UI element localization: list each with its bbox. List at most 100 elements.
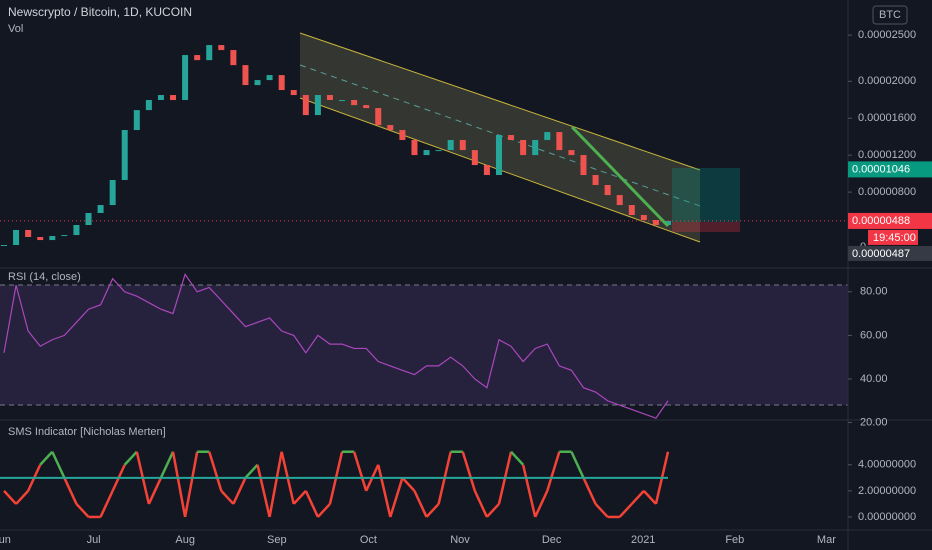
sms-segment (232, 477, 247, 505)
sms-segment (582, 477, 597, 505)
sms-segment (292, 490, 307, 505)
candle (121, 130, 128, 181)
candle (616, 195, 623, 206)
sms-segment (183, 451, 199, 518)
candle (520, 140, 527, 156)
sms-segment (485, 503, 500, 518)
x-tick-label: Nov (450, 534, 470, 546)
candle (532, 140, 539, 156)
sms-segment (3, 490, 17, 505)
candle (194, 55, 201, 61)
candle (230, 50, 237, 66)
stop-zone (672, 222, 740, 232)
sms-segment (594, 503, 609, 518)
sms-segment (316, 503, 331, 518)
sms-segment (268, 451, 283, 518)
y-tick-label: 0.00002500 (858, 29, 916, 41)
sms-segment (244, 463, 259, 479)
candle (170, 95, 177, 101)
candle (49, 235, 56, 241)
candle (544, 132, 551, 141)
sms-segment (473, 490, 489, 518)
candle (278, 75, 285, 91)
x-tick-label: Jul (87, 534, 101, 546)
sms-tick-label: 2.00000000 (858, 485, 916, 497)
countdown: 19:45:00 (873, 232, 916, 244)
candle (423, 150, 430, 156)
sms-segment (413, 490, 428, 518)
candle (206, 45, 213, 61)
sms-segment (75, 503, 90, 518)
candle (25, 229, 32, 237)
sms-segment (630, 490, 645, 505)
candle (182, 55, 189, 101)
x-tick-label: Feb (725, 534, 744, 546)
x-tick-label: Mar (817, 534, 836, 546)
x-tick-label: Jun (0, 534, 11, 546)
candle (411, 140, 418, 156)
candle (495, 135, 502, 176)
candle (652, 220, 659, 225)
sms-segment (171, 451, 187, 518)
sms-segment (39, 450, 54, 466)
sms-segment (401, 476, 416, 492)
candle (640, 215, 647, 221)
sms-segment (147, 477, 163, 505)
sms-segment (425, 503, 440, 518)
candle (399, 130, 406, 141)
sms-segment (521, 464, 537, 518)
candle (37, 236, 44, 241)
x-tick-label: 2021 (631, 534, 655, 546)
candle (254, 80, 261, 86)
currency-button[interactable] (872, 5, 908, 25)
sms-segment (534, 490, 549, 518)
target-zone (672, 168, 740, 222)
sms-segment (377, 464, 392, 518)
sms-segment (510, 450, 525, 466)
candle (592, 175, 599, 185)
candle (580, 155, 587, 176)
candle (483, 165, 490, 176)
candle (1, 245, 7, 247)
sms-title: SMS Indicator [Nicholas Merten] (8, 426, 166, 438)
candle (73, 224, 80, 236)
rsi-tick-label: 40.00 (860, 373, 888, 385)
candle (133, 110, 140, 131)
sms-segment (256, 464, 271, 518)
candle (157, 95, 164, 101)
sms-segment (220, 490, 235, 505)
rsi-tick-label: 80.00 (860, 286, 888, 298)
sms-tick-label: 4.00000000 (858, 459, 916, 471)
y-tick-label: 0.00001600 (858, 112, 916, 124)
candle (387, 125, 394, 131)
sms-segment (159, 451, 175, 479)
price-label-box (848, 212, 932, 229)
candle (145, 100, 152, 111)
candle (266, 75, 273, 81)
candle (435, 150, 442, 152)
candle (326, 95, 333, 101)
sms-segment (15, 490, 30, 505)
candle (556, 132, 563, 151)
sms-segment (99, 490, 114, 518)
sms-segment (546, 451, 561, 492)
rsi-tick-label: 20.00 (860, 416, 888, 428)
candle (61, 235, 68, 237)
candle (508, 135, 515, 141)
candle (628, 205, 635, 216)
candle (314, 95, 321, 116)
x-tick-label: Oct (360, 534, 377, 546)
sms-segment (461, 451, 477, 492)
rsi-line (3, 273, 669, 419)
sms-segment (51, 451, 66, 479)
candle (109, 180, 116, 206)
sms-segment (123, 450, 138, 466)
currency-label[interactable]: BTC (879, 9, 901, 21)
candle (665, 220, 671, 225)
y-tick-label: 0.00000800 (858, 186, 916, 198)
sms-segment (352, 451, 368, 492)
sms-tick-label: 0.00000000 (858, 511, 916, 523)
candle (302, 95, 309, 116)
candle (471, 150, 478, 166)
